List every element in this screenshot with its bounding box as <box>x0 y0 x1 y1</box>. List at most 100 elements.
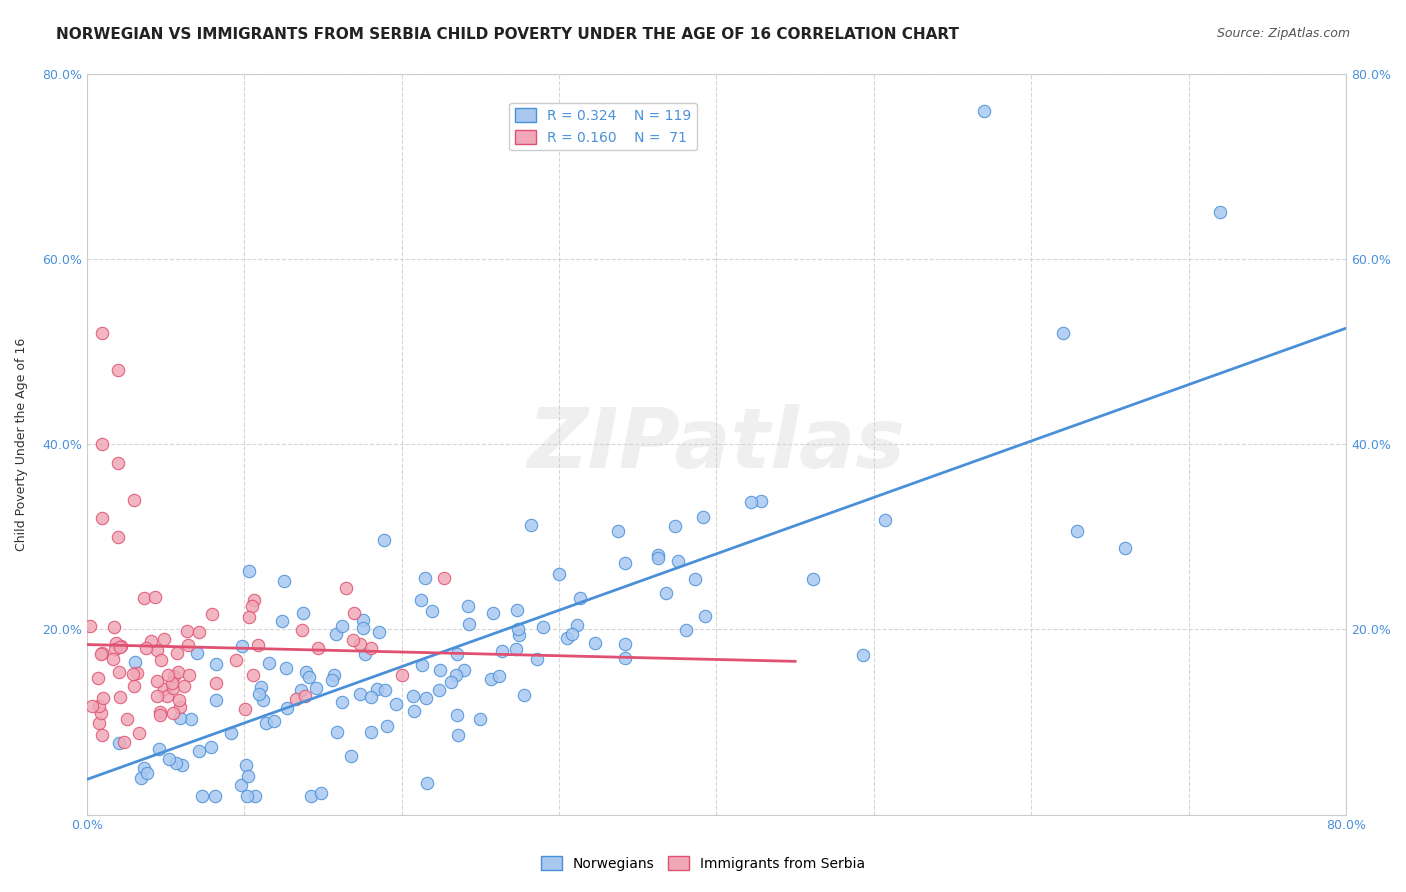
Norwegians <box>614 557 637 571</box>
Norwegians <box>508 622 530 636</box>
Immigrants from Serbia <box>107 530 129 544</box>
Norwegians <box>555 631 578 645</box>
Norwegians <box>548 566 571 581</box>
Immigrants from Serbia <box>349 637 371 651</box>
Legend: Norwegians, Immigrants from Serbia: Norwegians, Immigrants from Serbia <box>536 850 870 876</box>
Immigrants from Serbia <box>225 653 247 667</box>
Norwegians <box>693 608 716 623</box>
Immigrants from Serbia <box>342 633 364 648</box>
Immigrants from Serbia <box>156 690 179 704</box>
Immigrants from Serbia <box>238 610 260 624</box>
Norwegians <box>457 599 479 613</box>
Norwegians <box>169 710 191 724</box>
Immigrants from Serbia <box>139 634 162 648</box>
Norwegians <box>415 776 437 790</box>
Norwegians <box>330 695 353 709</box>
Norwegians <box>749 493 772 508</box>
Norwegians <box>440 674 463 689</box>
Norwegians <box>271 615 294 629</box>
Norwegians <box>236 789 259 803</box>
Text: NORWEGIAN VS IMMIGRANTS FROM SERBIA CHILD POVERTY UNDER THE AGE OF 16 CORRELATIO: NORWEGIAN VS IMMIGRANTS FROM SERBIA CHIL… <box>56 27 959 42</box>
Norwegians <box>488 669 510 683</box>
Norwegians <box>685 573 707 587</box>
Norwegians <box>252 693 274 707</box>
Norwegians <box>276 701 298 715</box>
Norwegians <box>231 639 253 653</box>
Norwegians <box>366 681 388 696</box>
Norwegians <box>172 757 194 772</box>
Norwegians <box>647 550 669 565</box>
Norwegians <box>613 650 636 665</box>
Immigrants from Serbia <box>166 646 188 660</box>
Norwegians <box>245 789 267 803</box>
Immigrants from Serbia <box>87 671 110 685</box>
Immigrants from Serbia <box>201 607 224 622</box>
Norwegians <box>1052 326 1074 340</box>
Norwegians <box>374 683 396 698</box>
Norwegians <box>508 628 530 642</box>
Norwegians <box>740 495 762 509</box>
Norwegians <box>190 789 212 803</box>
Norwegians <box>205 692 228 706</box>
Norwegians <box>1114 541 1136 555</box>
Norwegians <box>427 682 450 697</box>
Immigrants from Serbia <box>90 706 112 721</box>
Immigrants from Serbia <box>433 571 456 585</box>
Norwegians <box>236 769 259 783</box>
Y-axis label: Child Poverty Under the Age of 16: Child Poverty Under the Age of 16 <box>15 337 28 550</box>
Immigrants from Serbia <box>107 456 129 470</box>
Immigrants from Serbia <box>122 679 145 693</box>
Immigrants from Serbia <box>87 715 110 730</box>
Norwegians <box>134 761 156 775</box>
Immigrants from Serbia <box>153 682 176 697</box>
Norwegians <box>415 690 437 705</box>
Norwegians <box>273 574 295 589</box>
Norwegians <box>352 621 374 635</box>
Norwegians <box>470 712 492 726</box>
Norwegians <box>444 668 467 682</box>
Norwegians <box>204 789 226 803</box>
Norwegians <box>326 724 349 739</box>
Immigrants from Serbia <box>101 652 124 666</box>
Norwegians <box>238 565 260 579</box>
Norwegians <box>360 690 382 704</box>
Norwegians <box>447 729 470 743</box>
Immigrants from Serbia <box>242 592 264 607</box>
Immigrants from Serbia <box>307 640 329 655</box>
Norwegians <box>186 646 208 660</box>
Immigrants from Serbia <box>150 653 173 667</box>
Norwegians <box>446 707 468 722</box>
Norwegians <box>274 661 297 675</box>
Immigrants from Serbia <box>187 624 209 639</box>
Norwegians <box>1066 524 1088 538</box>
Immigrants from Serbia <box>110 639 132 653</box>
Norwegians <box>873 513 896 527</box>
Norwegians <box>124 656 146 670</box>
Norwegians <box>339 749 361 764</box>
Norwegians <box>655 585 678 599</box>
Immigrants from Serbia <box>166 665 188 679</box>
Immigrants from Serbia <box>285 691 308 706</box>
Norwegians <box>647 548 669 562</box>
Norwegians <box>200 739 222 754</box>
Norwegians <box>505 642 527 657</box>
Norwegians <box>404 704 426 718</box>
Norwegians <box>446 647 468 661</box>
Norwegians <box>349 687 371 701</box>
Immigrants from Serbia <box>146 643 169 657</box>
Immigrants from Serbia <box>103 619 125 633</box>
Norwegians <box>148 741 170 756</box>
Immigrants from Serbia <box>91 437 114 451</box>
Norwegians <box>354 647 377 661</box>
Norwegians <box>413 571 436 585</box>
Immigrants from Serbia <box>294 689 316 703</box>
Immigrants from Serbia <box>291 623 314 637</box>
Immigrants from Serbia <box>82 698 104 713</box>
Norwegians <box>668 554 690 568</box>
Immigrants from Serbia <box>128 726 150 740</box>
Immigrants from Serbia <box>156 667 179 681</box>
Immigrants from Serbia <box>149 708 172 723</box>
Norwegians <box>402 689 425 703</box>
Immigrants from Serbia <box>108 640 131 655</box>
Norwegians <box>298 670 321 684</box>
